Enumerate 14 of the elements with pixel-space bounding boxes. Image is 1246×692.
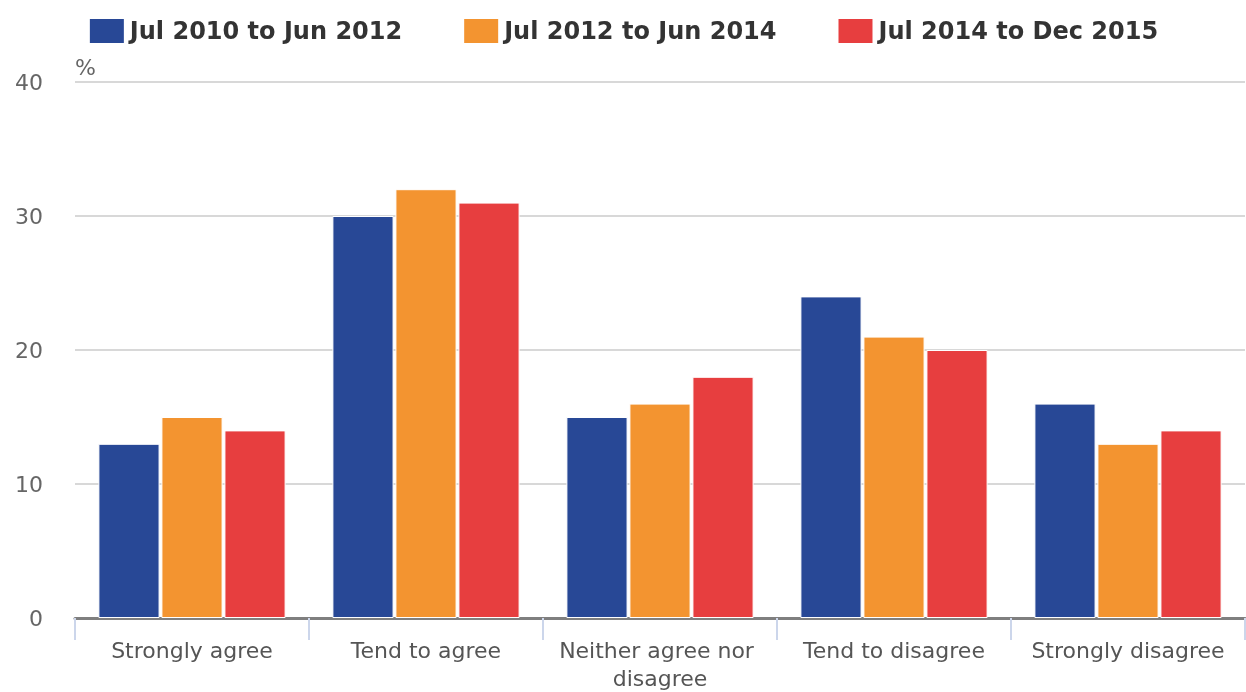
y-tick-label: 20 [15, 337, 43, 363]
legend-label: Jul 2010 to Jun 2012 [127, 17, 403, 45]
y-tick-label: 10 [15, 471, 43, 497]
y-axis-title: % [75, 54, 96, 80]
legend-label: Jul 2012 to Jun 2014 [502, 17, 777, 45]
x-tick-label: Strongly disagree [1031, 637, 1225, 663]
x-tick-label: Neither agree nor disagree [559, 637, 761, 691]
y-tick-label: 40 [15, 69, 43, 95]
x-tick-label: Tend to disagree [802, 637, 985, 663]
x-tick-label: Strongly agree [111, 637, 273, 663]
y-tick-label: 0 [29, 605, 43, 631]
y-tick-label: 30 [15, 203, 43, 229]
x-tick-label: Tend to agree [349, 637, 502, 663]
legend-label: Jul 2014 to Dec 2015 [876, 17, 1159, 45]
